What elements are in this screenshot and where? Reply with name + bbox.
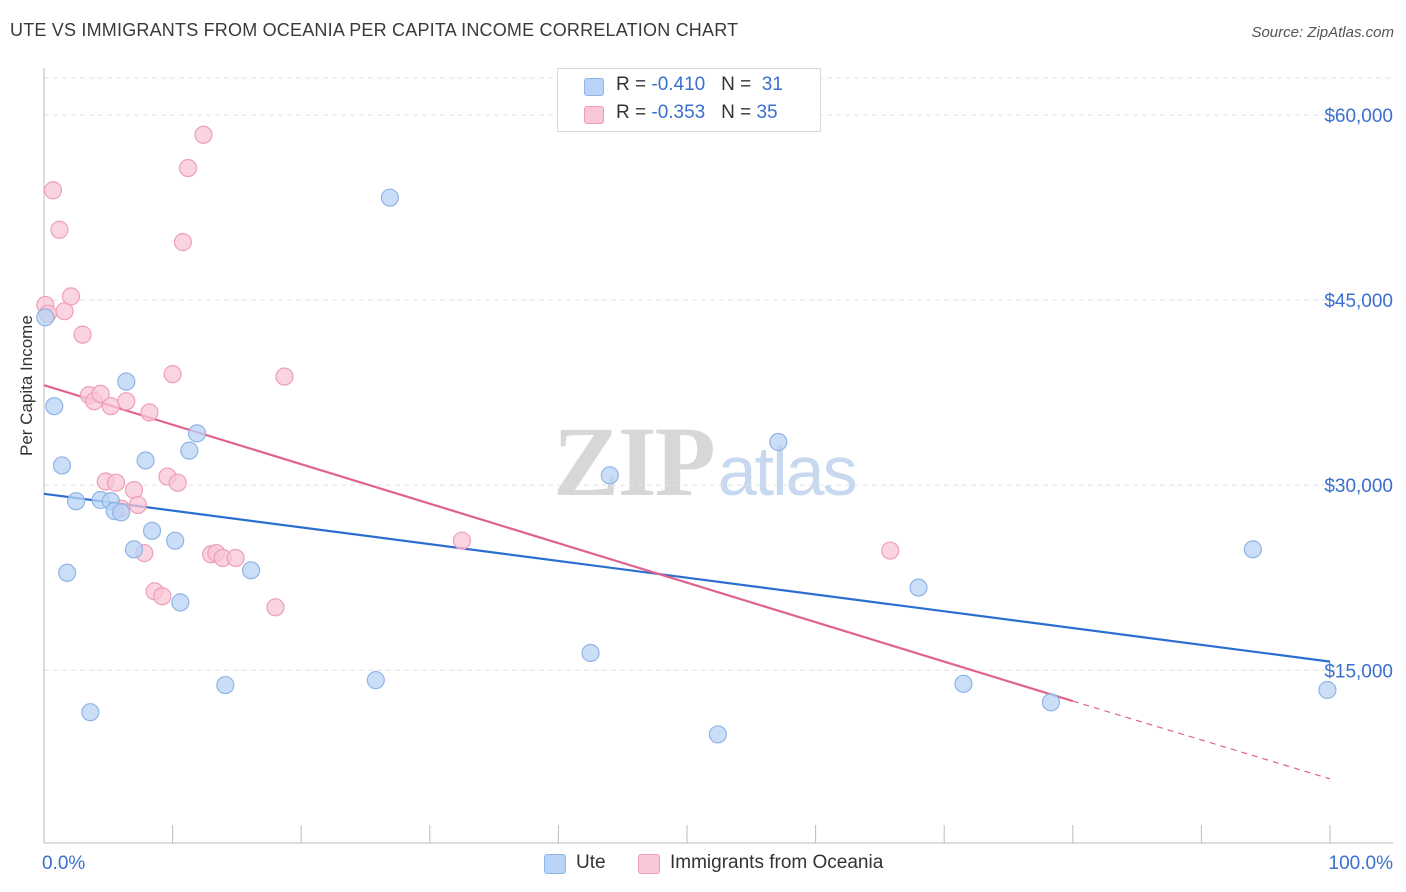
oceania-point [168,473,187,492]
watermark-atlas: atlas [717,432,858,510]
oceania-point [124,481,144,500]
oceania-point [61,287,81,306]
ute-trend-line [43,492,1331,663]
legend-n-value-ute: 31 [761,74,783,95]
legend-n-value-oceania: 35 [756,102,778,123]
y-tick-label: $15,000 [1324,661,1393,682]
source-label: Source: ZipAtlas.com [1251,24,1394,41]
legend-text-oceania: R = -0.353 N = 35 [616,102,778,124]
ute-point [136,451,155,470]
ute-point [708,725,727,744]
x-tick-label-max: 100.0% [1329,853,1394,874]
oceania-trend-line [43,384,1074,703]
oceania-point [101,397,120,416]
oceania-point [194,125,213,144]
oceania-point [128,495,147,515]
ute-point [954,674,973,693]
ute-point [58,563,77,582]
y-tick-label: $45,000 [1324,291,1393,312]
watermark-zip: ZIP [553,406,716,517]
ute-point [380,188,400,207]
bottom-legend-swatch-ute [544,854,566,874]
stats-legend: R = -0.410 N = 31 R = -0.353 N = 35 [557,68,821,132]
ute-point [366,671,385,690]
y-tick-label: $60,000 [1324,106,1393,127]
oceania-point [43,181,63,200]
ute-point [112,503,131,522]
legend-text-ute: R = -0.410 N = 31 [616,74,783,96]
legend-r-label-oceania: R = [616,102,652,123]
oceania-point [275,367,294,386]
y-axis-label: Per Capita Income [17,315,36,456]
legend-n-label-oceania: N = [721,102,757,123]
oceania-point [163,365,182,384]
oceania-point [178,158,198,178]
oceania-point [452,531,472,550]
legend-r-label-ute: R = [616,74,652,95]
ute-point [769,432,788,452]
legend-n-label-ute: N = [721,74,757,95]
ute-point [1318,680,1337,700]
ute-point [81,703,100,722]
ute-point [124,540,144,559]
trend-lines [43,384,1331,780]
bottom-legend-label-oceania: Immigrants from Oceania [670,852,884,873]
oceania-point [117,392,136,411]
bottom-legend-swatch-oceania [638,854,660,874]
oceania-point [266,598,285,617]
watermark: ZIPatlas [553,404,858,519]
oceania-point [173,233,192,252]
legend-r-value-ute: -0.410 [651,74,706,95]
oceania-point [153,587,172,606]
oceania-point [881,541,900,560]
ute-point [171,593,190,612]
legend-swatch-oceania [584,106,604,124]
oceania-point [73,325,92,344]
oceania-trend-extension [1072,700,1331,780]
ute-point [187,424,207,443]
axes [43,68,1393,844]
tick-labels: $15,000 $30,000 $45,000 $60,000 0.0% 100.0% [42,106,1393,874]
ute-point [1243,540,1262,559]
oceania-point [140,403,159,422]
data-points [36,125,1337,744]
chart-title: UTE VS IMMIGRANTS FROM OCEANIA PER CAPIT… [10,20,739,40]
ute-point [52,456,72,475]
ute-point [216,675,235,695]
ute-point [581,643,600,663]
ute-point [1041,693,1061,712]
ute-point [241,561,261,580]
ute-point [45,397,64,416]
y-tick-label: $30,000 [1324,476,1393,497]
oceania-point [226,548,245,568]
legend-r-value-oceania: -0.353 [651,102,706,123]
ute-point [180,441,199,460]
oceania-point [106,473,126,492]
ute-point [600,466,619,485]
ute-point [142,521,162,540]
ute-point [117,372,136,391]
legend-swatch-ute [584,78,604,96]
oceania-point [50,220,69,239]
x-tick-label-min: 0.0% [42,853,85,874]
ute-point [166,531,185,550]
bottom-legend-label-ute: Ute [576,852,606,873]
ute-point [909,578,928,597]
ute-point [36,308,55,327]
ute-point [67,492,86,511]
oceania-point [91,384,110,403]
